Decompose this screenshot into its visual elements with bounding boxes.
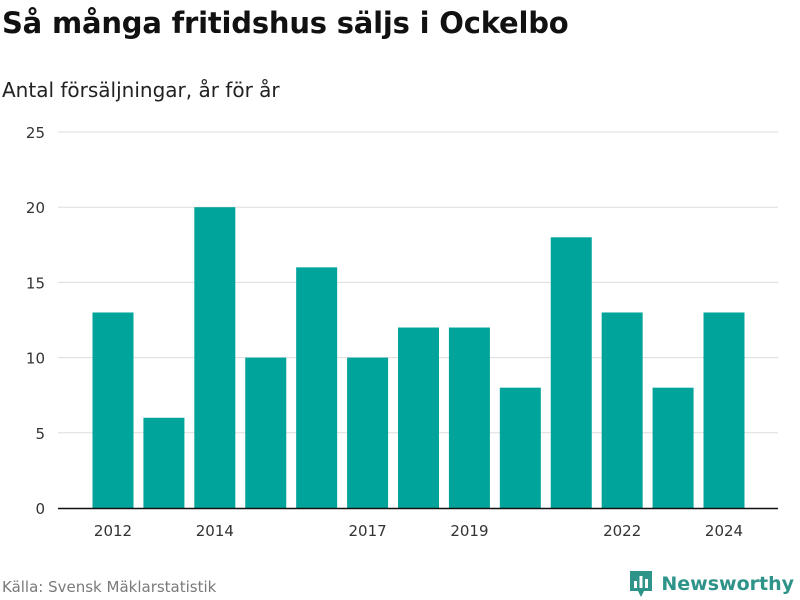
bar-2023 bbox=[652, 387, 694, 508]
x-tick-label: 2017 bbox=[348, 522, 386, 540]
brand-logo: Newsworthy bbox=[628, 569, 794, 599]
bar-2014 bbox=[194, 207, 236, 508]
y-tick-label: 5 bbox=[35, 425, 45, 443]
bar-2018 bbox=[398, 327, 439, 508]
bar-2022 bbox=[601, 312, 643, 508]
x-tick-label: 2014 bbox=[196, 522, 234, 540]
bar-2021 bbox=[550, 237, 592, 508]
bar-2024 bbox=[703, 312, 745, 508]
bar-2017 bbox=[347, 357, 389, 508]
y-tick-label: 20 bbox=[26, 199, 45, 217]
y-tick-label: 15 bbox=[26, 274, 45, 292]
x-tick-label: 2024 bbox=[705, 522, 743, 540]
x-tick-label: 2022 bbox=[603, 522, 641, 540]
x-tick-label: 2012 bbox=[94, 522, 132, 540]
bar-2019 bbox=[448, 327, 490, 508]
bar-chart-logo-icon bbox=[630, 571, 653, 597]
chart-subtitle: Antal försäljningar, år för år bbox=[2, 78, 280, 102]
source-note: Källa: Svensk Mäklarstatistik bbox=[2, 578, 217, 596]
brand-name: Newsworthy bbox=[661, 573, 794, 595]
bar-2012 bbox=[92, 312, 134, 508]
bar-2015 bbox=[245, 357, 287, 508]
y-tick-label: 25 bbox=[26, 124, 45, 142]
axes: 0 5 10 15 20 25 2012 2014 2017 2019 2022 2024 bbox=[26, 124, 778, 540]
bar-2016 bbox=[296, 267, 338, 508]
y-tick-label: 0 bbox=[35, 500, 45, 518]
bar-2020 bbox=[499, 387, 541, 508]
bar-2013 bbox=[143, 417, 185, 508]
x-tick-label: 2019 bbox=[450, 522, 488, 540]
y-tick-label: 10 bbox=[26, 350, 45, 368]
bars bbox=[92, 207, 745, 508]
chart-title: Så många fritidshus säljs i Ockelbo bbox=[2, 6, 569, 40]
